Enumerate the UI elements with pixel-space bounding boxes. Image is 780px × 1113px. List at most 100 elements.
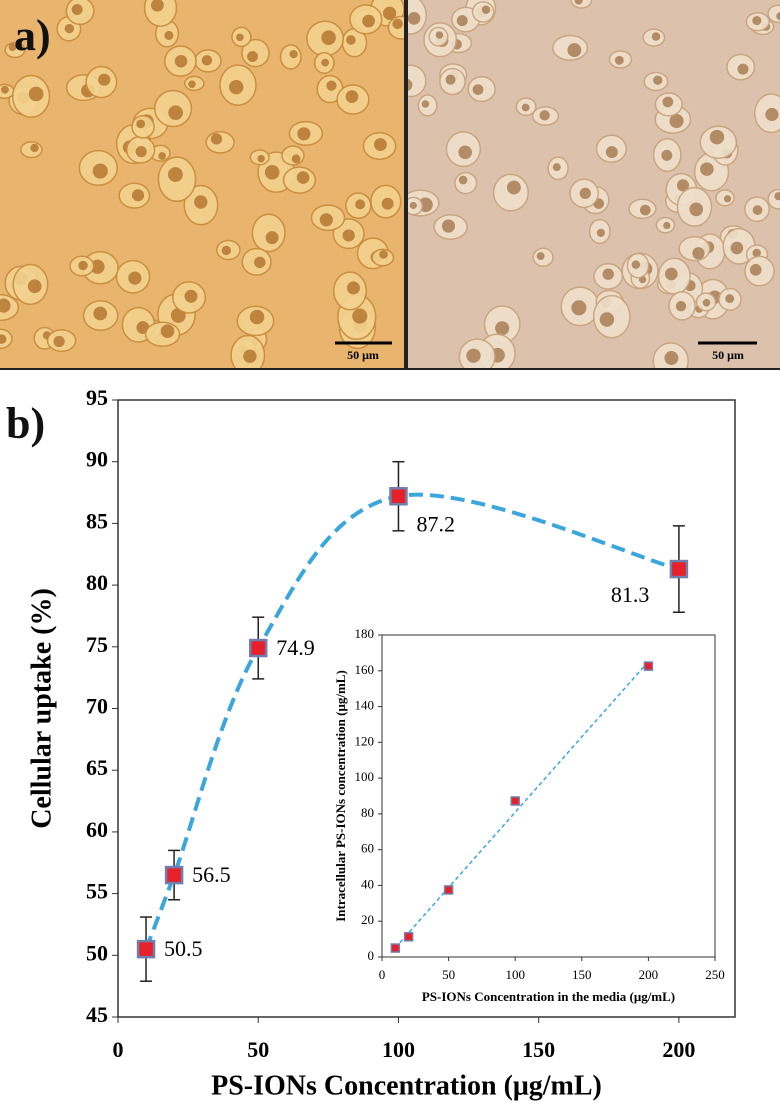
x-tick-label: 100 [382, 1037, 415, 1062]
cell-nucleus [373, 138, 387, 151]
value-label: 81.3 [611, 582, 650, 607]
cell-nucleus [662, 96, 674, 108]
cell-nucleus [723, 195, 732, 203]
cell-nucleus [168, 105, 183, 121]
cell-nucleus [174, 54, 188, 68]
cell-nucleus [458, 175, 468, 185]
cell-nucleus [236, 33, 244, 42]
cell-nucleus [599, 312, 615, 327]
cell-nucleus [709, 129, 725, 145]
marker [248, 638, 268, 658]
cell-nucleus [379, 250, 388, 259]
cell-nucleus [319, 213, 333, 227]
cell-nucleus [291, 154, 301, 164]
cell-nucleus [737, 63, 749, 75]
cell-nucleus [257, 155, 265, 163]
cell-nucleus [579, 187, 591, 200]
panel-label: b) [6, 399, 45, 448]
cell [408, 64, 427, 98]
marker [443, 885, 454, 895]
cell-nucleus [481, 5, 491, 14]
value-label: 50.5 [164, 936, 203, 961]
cell-nucleus [445, 74, 456, 85]
cell-nucleus [321, 30, 336, 45]
cell-nucleus [0, 334, 7, 344]
cell-nucleus [574, 0, 583, 5]
cell-nucleus [408, 11, 421, 25]
cell-nucleus [264, 165, 280, 180]
cell-nucleus [506, 180, 521, 195]
x-tick-label: 100 [505, 967, 525, 982]
cell-nucleus [151, 0, 164, 12]
marker [669, 559, 689, 579]
cell-nucleus [210, 133, 223, 145]
cell-nucleus [664, 351, 679, 366]
y-tick-label: 95 [86, 385, 108, 410]
cell-nucleus [458, 145, 472, 160]
y-tick-label: 60 [361, 841, 374, 856]
cell-nucleus [247, 51, 258, 62]
cell-nucleus [539, 110, 550, 121]
cell-nucleus [752, 205, 763, 216]
cell-nucleus [661, 149, 673, 161]
scale-bar-label: 50 μm [712, 348, 744, 362]
cell-nucleus [30, 143, 39, 153]
y-tick-label: 120 [355, 733, 375, 748]
y-tick-label: 20 [361, 912, 374, 927]
y-tick-label: 80 [361, 805, 374, 820]
cell-nucleus [663, 221, 671, 230]
marker [164, 865, 184, 885]
value-label: 87.2 [416, 511, 455, 536]
y-axis-title: Cellular uptake (%) [26, 588, 57, 829]
cell-nucleus [64, 23, 74, 34]
cell-nucleus [297, 127, 311, 141]
cell-nucleus [164, 30, 174, 40]
y-tick-label: 140 [355, 698, 375, 713]
y-tick-label: 45 [86, 1002, 108, 1027]
cell-nucleus [355, 199, 366, 210]
x-axis-title: PS-IONs Concentration (μg/mL) [211, 1070, 602, 1101]
cell-nucleus [229, 79, 244, 95]
cell-nucleus [184, 289, 198, 303]
x-tick-label: 150 [522, 1037, 555, 1062]
y-tick-label: 65 [86, 755, 108, 780]
cell-nucleus [158, 152, 166, 160]
cell-nucleus [700, 162, 714, 176]
cell-nucleus [342, 229, 355, 242]
cell-nucleus [765, 107, 779, 122]
y-tick-label: 75 [86, 632, 108, 657]
cells [0, 0, 404, 368]
cell-nucleus [602, 268, 614, 280]
trend-curve [144, 492, 680, 950]
y-tick-label: 100 [355, 769, 375, 784]
cell-nucleus [381, 197, 394, 210]
cell-nucleus [676, 179, 690, 192]
cell-nucleus [352, 308, 368, 324]
cell-nucleus [521, 103, 530, 112]
cell-nucleus [249, 309, 265, 325]
cell-nucleus [243, 349, 257, 363]
x-tick-label: 0 [113, 1037, 124, 1062]
cell-nucleus [749, 264, 762, 276]
marker [389, 487, 408, 506]
cell-nucleus [131, 189, 145, 202]
x-tick-label: 150 [572, 967, 592, 982]
y-axis-title: Intracellular PS-IONs concentration (μg/… [333, 670, 348, 922]
cell-nucleus [605, 146, 618, 159]
cell-nucleus [752, 15, 762, 26]
cell-nucleus [53, 335, 65, 348]
cell-nucleus [321, 58, 330, 67]
cell-nucleus [71, 4, 83, 15]
marker [510, 796, 520, 806]
value-label: 74.9 [276, 635, 315, 660]
cell-nucleus [98, 73, 111, 86]
cell-nucleus [409, 201, 417, 210]
cell-nucleus [160, 324, 175, 338]
value-label: 56.5 [192, 862, 231, 887]
cell [281, 145, 305, 166]
cell-nucleus [730, 241, 744, 255]
x-tick-label: 200 [639, 967, 659, 982]
cell-nucleus [346, 281, 360, 295]
cell-nucleus [78, 260, 88, 271]
